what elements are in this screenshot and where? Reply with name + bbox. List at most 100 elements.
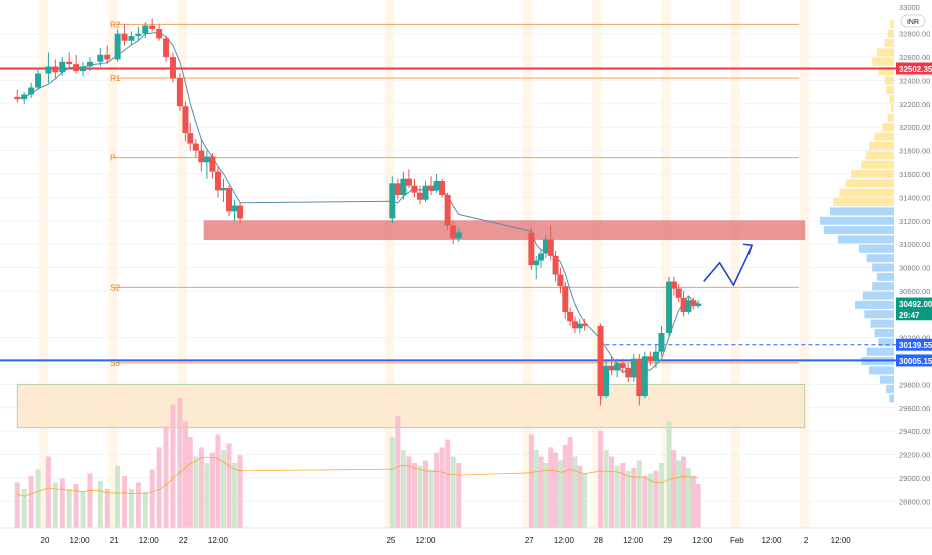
candle-body <box>542 239 549 254</box>
volume-bar <box>671 450 677 528</box>
volume-profile-bar <box>866 254 894 263</box>
pivot-label: R1 <box>110 74 121 83</box>
candle-body <box>630 358 637 378</box>
volume-bar <box>52 482 58 528</box>
price-label-text: 30005.15 <box>899 357 932 366</box>
volume-profile-bar <box>878 338 894 347</box>
candle-body <box>231 205 238 212</box>
volume-bar <box>226 443 232 528</box>
candle-body <box>675 288 682 298</box>
volume-bar <box>237 455 243 528</box>
volume-profile-bar <box>862 291 894 300</box>
price-tick-label: 30200.00 <box>899 334 930 343</box>
candle-body <box>695 303 702 307</box>
volume-bar <box>97 481 103 528</box>
volume-bar <box>538 456 544 528</box>
volume-bar <box>557 460 563 528</box>
price-tick-label: 30600.00 <box>899 287 930 296</box>
price-axis-background <box>896 0 932 528</box>
volume-profile-bar <box>878 67 894 76</box>
volume-bar <box>187 437 193 528</box>
candle-body <box>389 183 396 219</box>
volume-profile-bar <box>830 207 894 216</box>
session-highlight <box>384 0 394 528</box>
volume-profile-bar <box>889 95 894 104</box>
time-tick-label: 20 <box>41 536 50 545</box>
volume-bar <box>528 434 534 528</box>
demand-zone <box>16 383 806 429</box>
candle-body <box>73 64 80 72</box>
volume-bar <box>666 421 672 528</box>
candle-body <box>59 61 66 73</box>
volume-bar <box>28 476 34 528</box>
session-highlight <box>108 0 118 528</box>
volume-profile-bar <box>865 151 894 160</box>
volume-bar <box>389 437 395 528</box>
volume-bar <box>647 473 653 528</box>
volume-bar <box>35 469 41 528</box>
candle-body <box>538 253 545 261</box>
volume-profile-bar <box>866 347 894 356</box>
price-tick-label: 32000.00 <box>899 123 930 132</box>
volume-profile-bar <box>823 226 894 235</box>
volume-bar <box>625 470 631 528</box>
volume-profile-bar <box>869 141 894 150</box>
candle-body <box>187 133 194 144</box>
volume-profile-bar <box>874 132 894 141</box>
time-tick-label: 12:00 <box>623 536 644 545</box>
volume-bar <box>170 404 176 528</box>
session-highlight <box>800 0 810 528</box>
candle-body <box>128 36 135 41</box>
volume-bar <box>149 469 155 528</box>
candle-body <box>647 356 654 362</box>
candle-body <box>670 281 677 289</box>
volume-bar <box>135 482 141 528</box>
candle-body <box>581 323 588 326</box>
price-tick-label: 29400.00 <box>899 427 930 436</box>
volume-profile-bar <box>858 244 894 253</box>
price-tick-label: 32400.00 <box>899 76 930 85</box>
volume-profile-bar <box>884 76 894 85</box>
volume-profile-bar <box>886 85 894 94</box>
price-label-text: 32502.35 <box>899 65 932 74</box>
volume-bar <box>423 460 429 528</box>
volume-profile-bar <box>819 216 894 225</box>
volume-bar <box>434 452 440 528</box>
volume-bar <box>220 450 226 528</box>
session-highlight <box>661 0 671 528</box>
volume-bar <box>232 463 238 528</box>
volume-profile-bar <box>870 319 894 328</box>
price-tick-label: 30800.00 <box>899 264 930 273</box>
volume-bar <box>577 465 583 528</box>
price-tick-label: 31000.00 <box>899 240 930 249</box>
session-highlight <box>38 0 48 528</box>
volume-bar <box>215 434 221 528</box>
candle-body <box>21 94 28 100</box>
volume-profile-bar <box>874 328 894 337</box>
price-label-box <box>896 308 932 321</box>
volume-bar <box>14 482 20 528</box>
volume-profile-bar <box>872 57 894 66</box>
volume-bar <box>156 447 162 528</box>
time-tick-label: 29 <box>663 536 672 545</box>
time-tick-label: 2 <box>804 536 809 545</box>
projection-arrowhead <box>743 243 754 255</box>
volume-profile-bar <box>887 113 894 122</box>
volume-bar <box>543 463 549 528</box>
candle-body <box>528 232 535 266</box>
volume-bar <box>567 437 573 528</box>
volume-bar <box>690 476 696 528</box>
candle-body <box>455 232 462 239</box>
candle-body <box>533 260 540 266</box>
volume-profile-bar <box>884 39 894 48</box>
volume-bar <box>80 491 86 528</box>
candle-body <box>411 185 418 193</box>
time-tick-label: 12:00 <box>692 536 713 545</box>
candle-body <box>571 321 578 329</box>
volume-bar <box>428 469 434 528</box>
volume-bar <box>681 456 687 528</box>
candle-body <box>428 185 435 191</box>
volume-bar <box>104 489 110 528</box>
